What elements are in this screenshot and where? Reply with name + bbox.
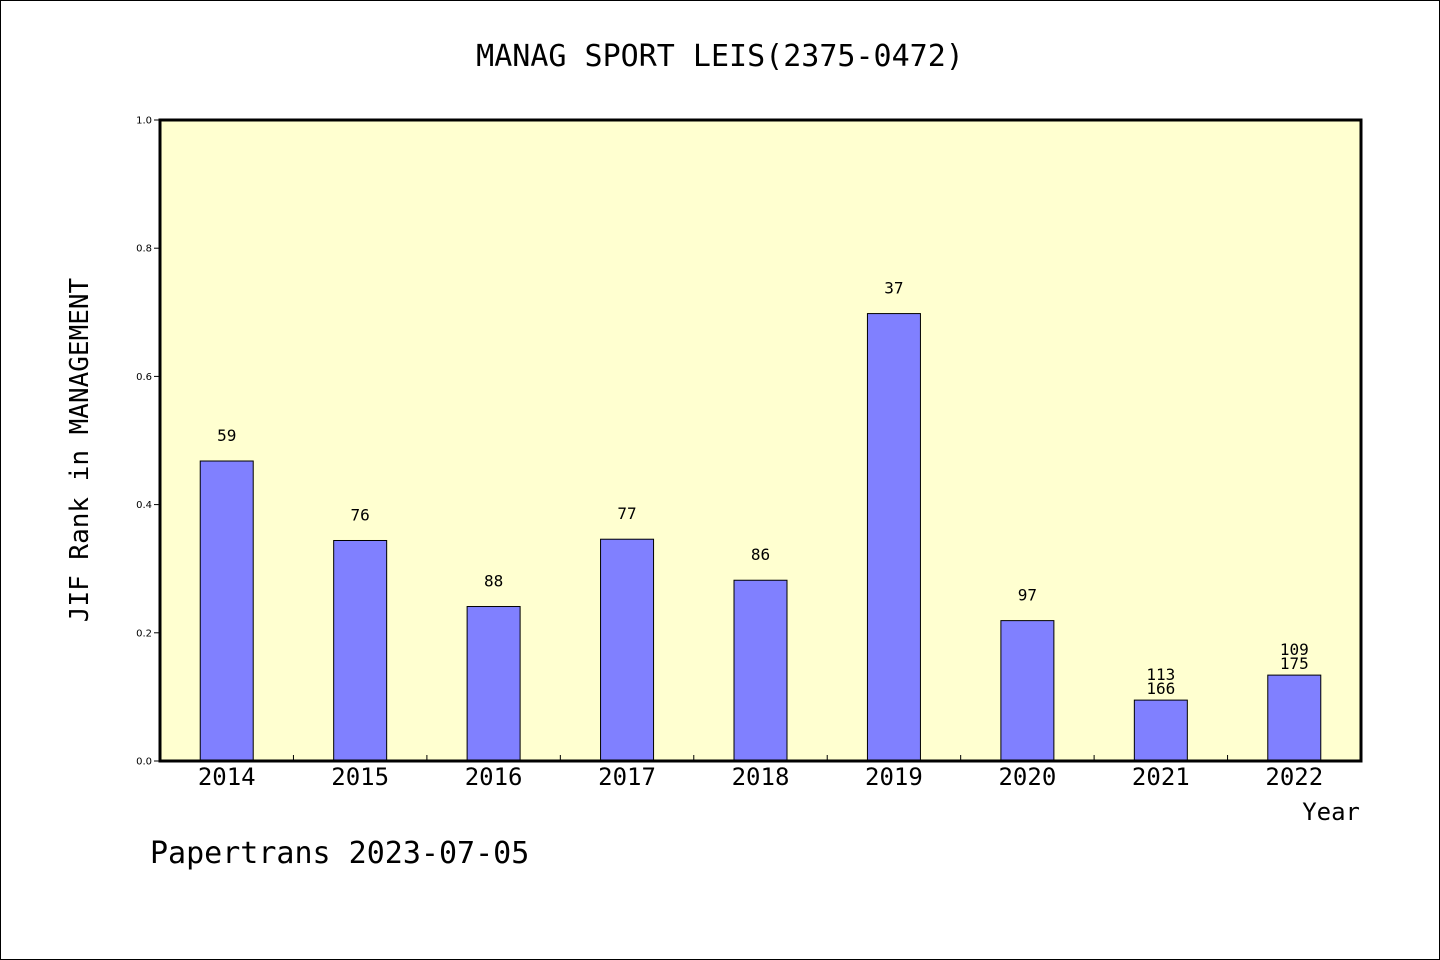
- x-tick-label: 2014: [198, 763, 256, 791]
- x-tick-label: 2015: [331, 763, 389, 791]
- bar-data-label: 77: [617, 504, 636, 523]
- x-tick-label: 2021: [1132, 763, 1190, 791]
- x-axis: 2014 2015 2016 2017 2018 2019 2020 2021 2022: [198, 755, 1323, 791]
- bar-2017: [600, 538, 655, 762]
- x-tick-label: 2020: [998, 763, 1056, 791]
- bar-data-label: 37: [884, 279, 903, 298]
- bar-2019: [866, 313, 921, 762]
- plot-border: [158, 118, 1363, 763]
- bar-2014: [199, 460, 254, 762]
- y-axis: 0.0 0.2 0.4 0.6 0.8 1.0: [136, 116, 160, 768]
- bar-2015: [333, 539, 388, 762]
- bar-data-label: 86: [751, 545, 770, 564]
- bar-data-label: 166: [1146, 679, 1175, 698]
- bar-2020: [1000, 620, 1055, 762]
- bar-2018: [733, 579, 788, 762]
- bar-2021: [1133, 699, 1188, 762]
- y-tick-label: 0.0: [136, 757, 152, 768]
- y-tick-label: 0.6: [136, 372, 152, 383]
- x-tick-label: 2019: [865, 763, 923, 791]
- bar-data-label: 59: [217, 426, 236, 445]
- bar-data-label: 97: [1018, 586, 1037, 605]
- x-tick-label: 2016: [465, 763, 523, 791]
- x-tick-label: 2018: [732, 763, 790, 791]
- bar-2022: [1267, 674, 1322, 762]
- bar-2016: [466, 606, 521, 762]
- y-tick-label: 1.0: [136, 116, 152, 127]
- x-tick-label: 2017: [598, 763, 656, 791]
- x-tick-label: 2022: [1265, 763, 1323, 791]
- y-tick-label: 0.4: [136, 500, 152, 511]
- bar-data-label: 88: [484, 572, 503, 591]
- y-tick-label: 0.8: [136, 244, 152, 255]
- footer-credit: Papertrans 2023-07-05: [150, 836, 529, 871]
- bar-data-label: 76: [351, 505, 370, 524]
- x-axis-label: Year: [1302, 798, 1360, 826]
- chart-title: MANAG SPORT LEIS(2375-0472): [476, 39, 964, 74]
- bar-data-label: 175: [1280, 654, 1309, 673]
- y-axis-label: JIF Rank in MANAGEMENT: [65, 277, 95, 622]
- bar-data-label: 113: [1146, 665, 1175, 684]
- y-tick-label: 0.2: [136, 628, 152, 639]
- bar-data-label: 109: [1280, 640, 1309, 659]
